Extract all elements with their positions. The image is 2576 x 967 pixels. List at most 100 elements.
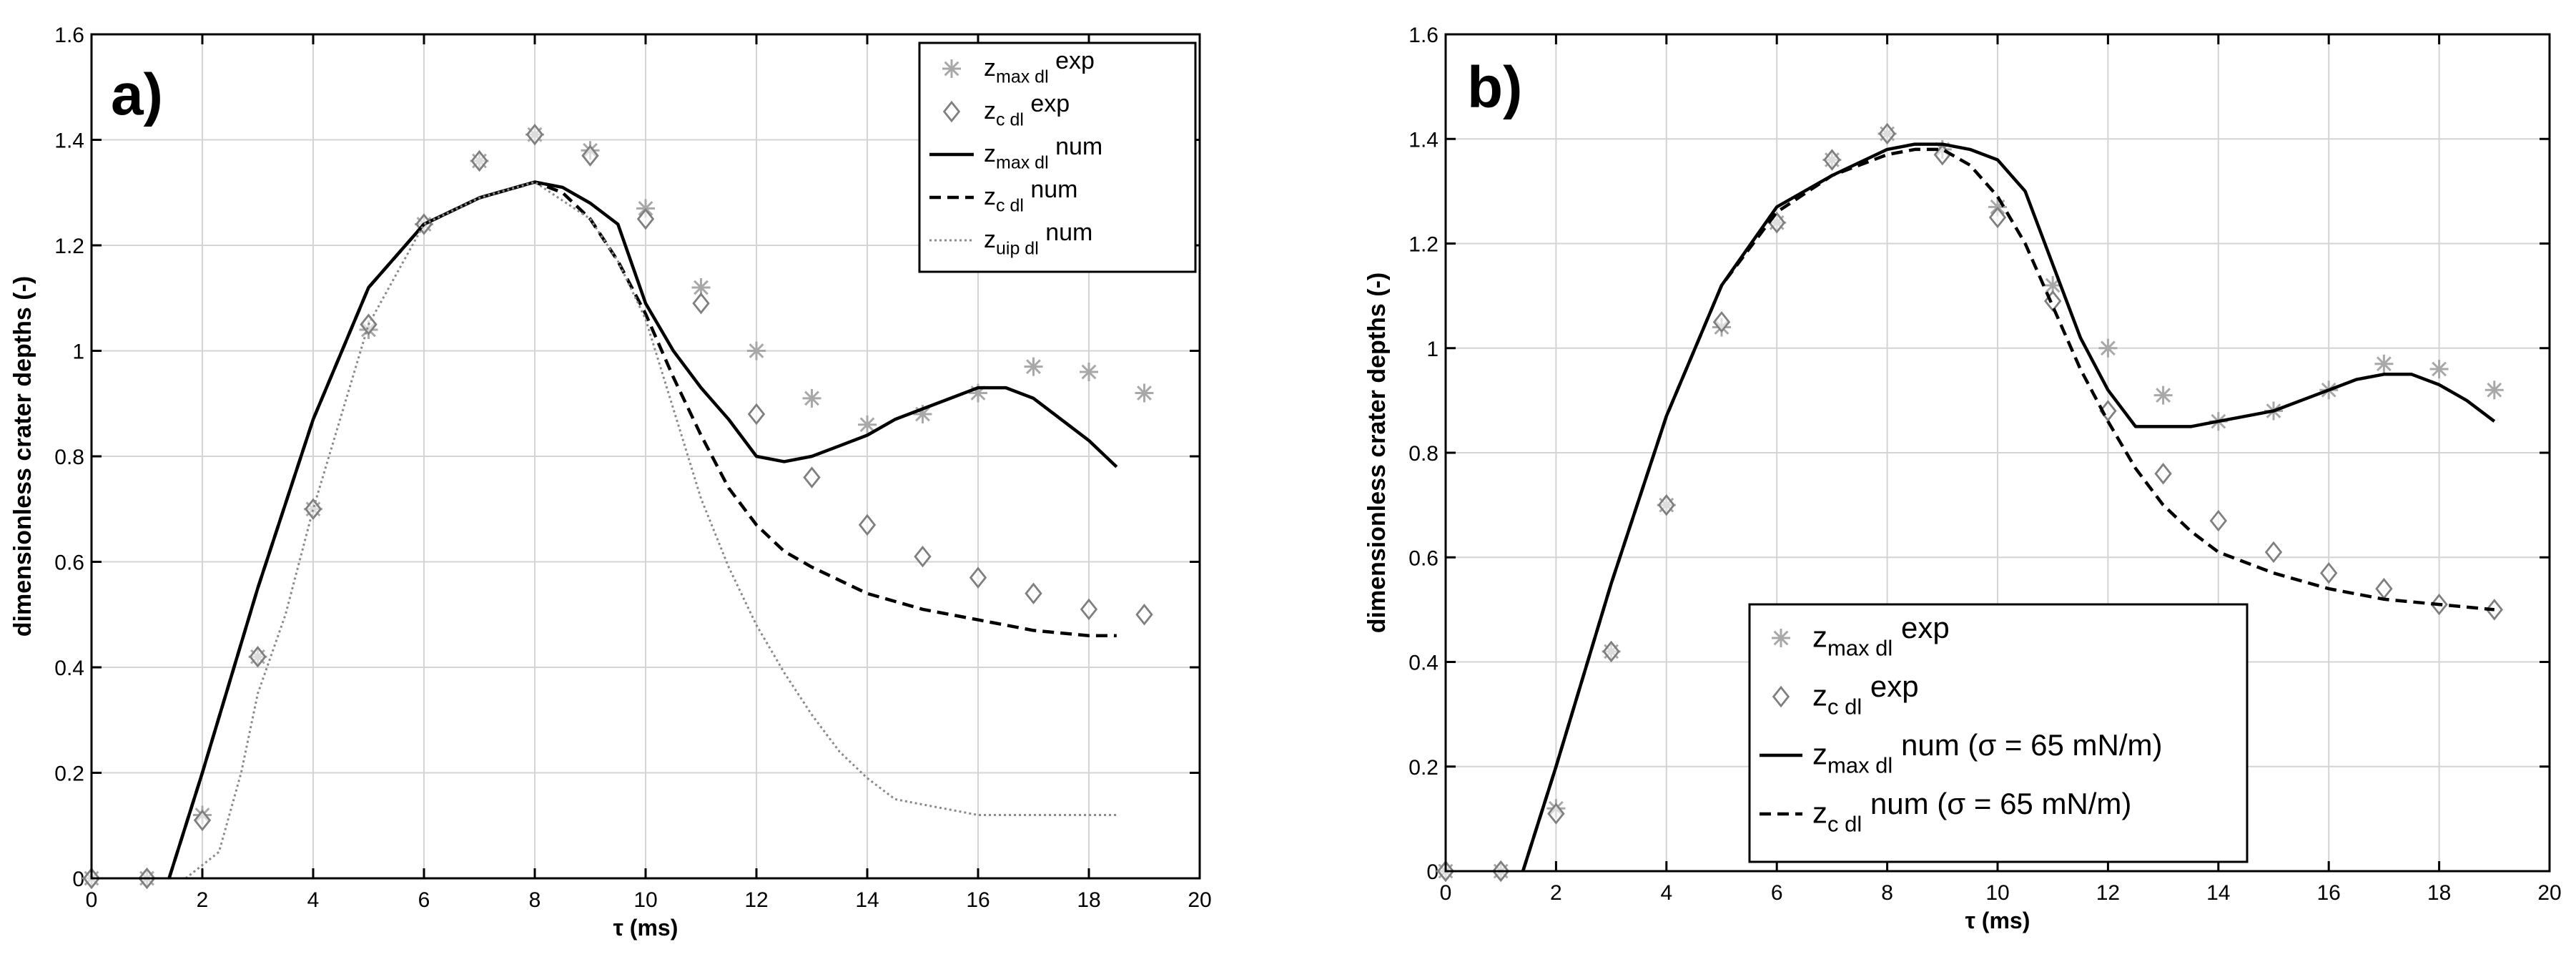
y-tick-label: 1.4 [54, 129, 84, 153]
x-tick-label: 4 [1660, 881, 1672, 905]
data-point [858, 415, 877, 434]
series-zc-dl-num-65-mn-m [1521, 147, 2495, 872]
y-axis-label: dimensionless crater depths (-) [9, 276, 36, 637]
data-point [2098, 338, 2118, 358]
legend-entry: zmax dl num [984, 133, 1102, 173]
x-tick-label: 16 [966, 888, 990, 912]
y-axis-label: dimensionless crater depths (-) [1363, 273, 1391, 633]
chart-panel-a: 0 2 4 6 8 10 12 14 16 18 20 0 0.2 0.4 0.6 0.8 1 1.2 1.4 1.6… [9, 24, 1212, 941]
y-tick-label: 0.8 [54, 446, 84, 469]
data-point [2374, 354, 2394, 373]
series-line [1521, 147, 2495, 872]
legend-marker-sample [1772, 685, 1790, 708]
y-tick-label: 0.8 [1408, 442, 1438, 466]
y-tick-label: 1.4 [1408, 128, 1438, 152]
data-point [1602, 640, 1620, 663]
legend-box [1748, 603, 2249, 863]
data-point [581, 144, 599, 167]
y-tick-label: 1.6 [1408, 24, 1438, 47]
data-point [2429, 360, 2449, 378]
y-tick-label: 0.4 [1408, 652, 1438, 675]
data-point [193, 809, 212, 832]
data-point [1080, 363, 1098, 381]
data-point [525, 123, 544, 146]
legend-entry: zc dl exp [984, 90, 1070, 130]
data-point [2043, 276, 2063, 295]
data-point [2375, 577, 2393, 600]
data-point [691, 278, 711, 297]
data-point [803, 466, 821, 489]
data-point [249, 646, 267, 668]
data-point [470, 149, 488, 172]
legend-marker-sample [942, 100, 961, 123]
panel-label: a) [111, 62, 163, 127]
series-line [167, 180, 1118, 879]
y-tick-label: 1 [72, 340, 84, 364]
data-point [692, 292, 710, 315]
data-point [1024, 357, 1043, 376]
x-axis-label: τ (ms) [613, 915, 678, 941]
series-line [167, 180, 1117, 879]
data-point [636, 207, 655, 230]
chart-panel-b: 0 2 4 6 8 10 12 14 16 18 20 0 0.2 0.4 0.6 0.8 1 1.2 1.4 1.6… [1363, 24, 2562, 933]
y-tick-label: 1.2 [1408, 233, 1438, 257]
legend-entry: zc dl num (σ = 65 mN/m) [1812, 787, 2131, 836]
x-tick-label: 8 [529, 888, 541, 912]
data-point [1878, 122, 1896, 145]
data-point [747, 403, 766, 426]
x-tick-label: 2 [1550, 881, 1562, 905]
data-point [747, 341, 766, 360]
y-tick-label: 1.6 [54, 24, 84, 47]
data-point [1988, 206, 2007, 229]
y-tick-label: 0.2 [54, 762, 84, 786]
legend-entry: zmax dl exp [1812, 611, 1950, 660]
x-tick-label: 0 [1440, 881, 1452, 905]
data-point [858, 514, 877, 536]
data-point [969, 383, 987, 403]
x-axis-label: τ (ms) [1965, 908, 2030, 933]
legend-entry: zuip dl num [984, 219, 1092, 259]
data-point [2153, 386, 2173, 405]
x-tick-label: 16 [2317, 881, 2341, 905]
x-tick-label: 8 [1881, 881, 1893, 905]
series-zmax-dl-num [167, 180, 1118, 879]
y-tick-label: 0.4 [54, 657, 84, 680]
data-point [914, 545, 932, 568]
legend-entry: zc dl num [984, 176, 1078, 216]
x-tick-label: 18 [1077, 888, 1100, 912]
legend-box [918, 41, 1197, 273]
legend-entry: zmax dl num (σ = 65 mN/m) [1812, 728, 2162, 777]
legend-entry: zmax dl exp [984, 47, 1095, 87]
x-tick-label: 12 [2096, 881, 2120, 905]
x-tick-label: 20 [1188, 888, 1211, 912]
data-point [1080, 598, 1098, 621]
series-zc-dl-num [167, 180, 1117, 879]
data-point [913, 405, 932, 423]
x-tick-label: 12 [744, 888, 768, 912]
y-tick-label: 0 [72, 868, 84, 891]
data-point [2154, 463, 2172, 485]
data-point [2484, 381, 2504, 400]
legend-marker-sample [1772, 629, 1790, 647]
data-point [1547, 802, 1565, 825]
x-tick-label: 6 [1771, 881, 1783, 905]
panel-label: b) [1467, 55, 1522, 120]
data-point [1657, 494, 1675, 516]
series-line [184, 181, 1117, 880]
x-tick-label: 6 [418, 888, 430, 912]
x-tick-label: 0 [86, 888, 98, 912]
x-tick-label: 10 [633, 888, 657, 912]
y-tick-label: 0.6 [1408, 546, 1438, 570]
series-zuip-dl-num [184, 181, 1117, 880]
x-tick-label: 14 [2206, 881, 2230, 905]
data-point [1025, 582, 1042, 604]
legend-entry: zc dl exp [1812, 669, 1919, 719]
x-tick-label: 2 [197, 888, 209, 912]
data-point [304, 498, 322, 520]
y-tick-label: 0.6 [54, 551, 84, 575]
plot-frame [1444, 33, 2551, 873]
x-tick-label: 4 [307, 888, 320, 912]
data-point [1823, 149, 1841, 171]
data-point [2209, 509, 2227, 532]
